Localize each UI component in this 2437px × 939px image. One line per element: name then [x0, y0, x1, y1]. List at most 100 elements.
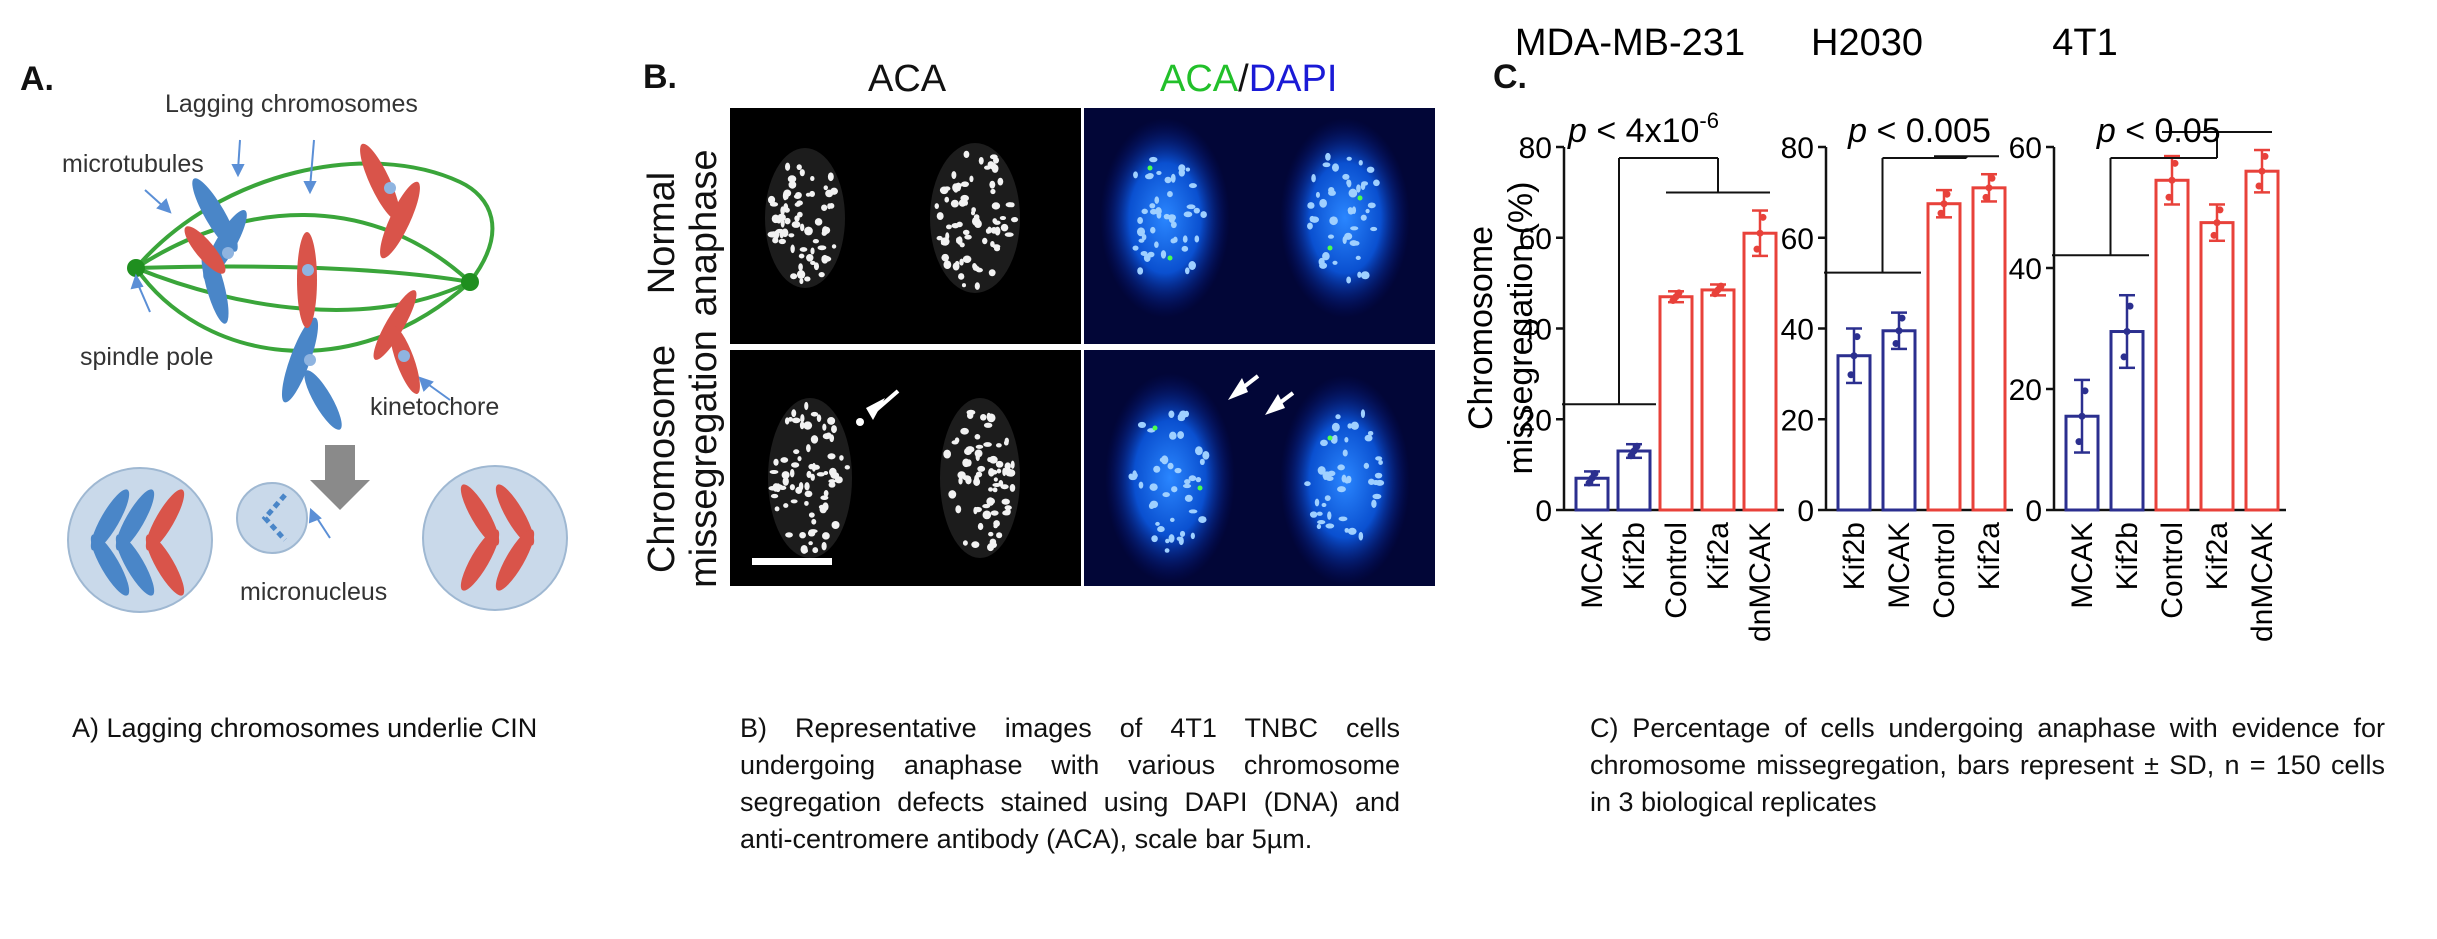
- chart-ytick-label-2: 20: [2009, 374, 2042, 407]
- replicate-point-2-2-0: [2165, 193, 2173, 201]
- chart-ytick-label-2: 0: [2025, 495, 2042, 528]
- category-label-0-1: Kif2b: [1618, 522, 1651, 590]
- col-label-aca-green: ACA: [1160, 58, 1239, 100]
- category-label-2-4: dnMCAK: [2246, 522, 2279, 642]
- bar-0-2: [1658, 295, 1694, 512]
- replicate-point-1-2-2: [1943, 190, 1951, 198]
- missegregation-bar-charts: Chromosome missegregation (%) MDA-MB-231 0 2…: [1462, 22, 2286, 642]
- chart-ytick-label-1: 20: [1781, 404, 1814, 437]
- scale-bar: [752, 558, 832, 565]
- panel-a-letter: A.: [20, 60, 54, 98]
- replicate-point-2-4-2: [2261, 152, 2269, 160]
- row-label-missegregation: Chromosome missegregation: [641, 309, 725, 609]
- chart-ytick-label-0: 80: [1519, 132, 1552, 165]
- transition-arrow-icon: [310, 445, 370, 510]
- caption-b: B) Representative images of 4T1 TNBC cel…: [740, 713, 1400, 854]
- col-label-aca-dapi: ACA/DAPI: [1160, 58, 1337, 101]
- replicate-point-0-1-2: [1633, 442, 1641, 450]
- replicate-point-2-3-2: [2216, 206, 2224, 214]
- chart-ytick-label-0: 0: [1535, 495, 1552, 528]
- chart-title-0: MDA-MB-231: [1515, 22, 1745, 64]
- replicate-point-1-3-0: [1982, 193, 1990, 201]
- category-label-2-1: Kif2b: [2111, 522, 2144, 590]
- chart-ytick-label-2: 40: [2009, 253, 2042, 286]
- category-label-0-0: MCAK: [1576, 522, 1609, 609]
- chart-y-axis-title: Chromosome: [1462, 226, 1500, 430]
- bar-2-2: [2154, 178, 2190, 512]
- col-label-separator: /: [1238, 58, 1249, 100]
- replicate-point-0-4-2: [1759, 213, 1767, 221]
- daughter-cell-left: [67, 467, 213, 613]
- replicate-point-1-1-0: [1892, 339, 1900, 347]
- category-label-2-2: Control: [2156, 522, 2189, 619]
- lagging-chromosome-diagram: Lagging chromosomes microtubules spindle…: [62, 90, 568, 613]
- bar-2-4: [2244, 169, 2280, 512]
- chart-ytick-label-1: 40: [1781, 314, 1814, 347]
- replicate-point-0-2-2: [1675, 289, 1683, 297]
- daughter-cell-right: [422, 465, 568, 611]
- chart-y-axis-title-line2: missegregation (%): [1502, 182, 1540, 475]
- col-label-aca: ACA: [868, 58, 947, 100]
- category-label-0-2: Control: [1660, 522, 1693, 619]
- category-label-1-2: Control: [1928, 522, 1961, 619]
- replicate-point-2-4-1: [2258, 167, 2266, 175]
- replicate-point-2-1-1: [2123, 328, 2131, 336]
- chart-ytick-label-0: 40: [1519, 314, 1552, 347]
- chart-ytick-label-2: 60: [2009, 132, 2042, 165]
- category-label-2-3: Kif2a: [2201, 522, 2234, 591]
- bar-0-1: [1616, 449, 1652, 512]
- spindle-pole-right: [461, 273, 479, 291]
- label-micronucleus: micronucleus: [240, 578, 387, 606]
- chart-ytick-label-0: 60: [1519, 223, 1552, 256]
- replicate-point-2-0-1: [2078, 412, 2086, 420]
- replicate-point-2-3-1: [2213, 219, 2221, 227]
- lagging-arrow-icon-3: [1265, 394, 1285, 415]
- p-value-label-1: p < 0.005: [1847, 112, 1991, 150]
- replicate-point-2-0-0: [2075, 438, 2083, 446]
- caption-c: C) Percentage of cells undergoing anapha…: [1590, 713, 2385, 817]
- replicate-point-2-3-0: [2210, 231, 2218, 239]
- image-merge-missegregation: [1084, 350, 1435, 586]
- panel-b-letter: B.: [643, 58, 677, 96]
- replicate-point-1-1-1: [1895, 327, 1903, 335]
- bar-0-4: [1742, 231, 1778, 512]
- caption-a: A) Lagging chromosomes underlie CIN: [72, 713, 538, 743]
- bar-0-3: [1700, 288, 1736, 512]
- category-label-1-1: MCAK: [1883, 522, 1916, 609]
- micronucleus-cell: [236, 482, 308, 554]
- replicate-point-1-2-1: [1940, 200, 1948, 208]
- replicate-point-1-1-2: [1898, 314, 1906, 322]
- bar-1-2: [1926, 202, 1962, 512]
- bar-2-3: [2199, 221, 2235, 512]
- chromosomes: [184, 143, 420, 430]
- chart-ytick-label-1: 60: [1781, 223, 1814, 256]
- replicate-point-1-0-2: [1853, 333, 1861, 341]
- replicate-point-2-2-2: [2171, 159, 2179, 167]
- replicate-point-0-3-2: [1717, 282, 1725, 290]
- lagging-arrow-icon-2: [1228, 378, 1248, 400]
- col-label-dapi-blue: DAPI: [1248, 58, 1338, 100]
- category-label-0-4: dnMCAK: [1744, 522, 1777, 642]
- chart-ytick-label-0: 20: [1519, 404, 1552, 437]
- replicate-point-2-0-2: [2081, 387, 2089, 395]
- spindle-pole-left: [127, 259, 145, 277]
- replicate-point-1-2-0: [1937, 209, 1945, 217]
- microscopy-image-grid: [730, 108, 1435, 586]
- label-lagging-chromosomes: Lagging chromosomes: [165, 90, 418, 118]
- replicate-point-0-4-0: [1753, 245, 1761, 253]
- p-value-label-0: p < 4x10-6: [1567, 108, 1719, 150]
- image-merge-normal: [1084, 108, 1435, 344]
- panel-c-letter: C.: [1493, 58, 1527, 96]
- bar-1-3: [1971, 186, 2007, 512]
- replicate-point-2-2-1: [2168, 176, 2176, 184]
- replicate-point-1-3-1: [1985, 184, 1993, 192]
- replicate-point-0-0-2: [1591, 469, 1599, 477]
- row-label-missegregation-line2: missegregation: [683, 330, 725, 588]
- replicate-point-1-0-0: [1847, 371, 1855, 379]
- replicate-point-1-0-1: [1850, 352, 1858, 360]
- category-label-1-3: Kif2a: [1973, 522, 2006, 591]
- chart-ytick-label-1: 80: [1781, 132, 1814, 165]
- chart-title-2: 4T1: [2052, 22, 2117, 64]
- chart-title-1: H2030: [1811, 22, 1923, 64]
- label-microtubules: microtubules: [62, 150, 204, 178]
